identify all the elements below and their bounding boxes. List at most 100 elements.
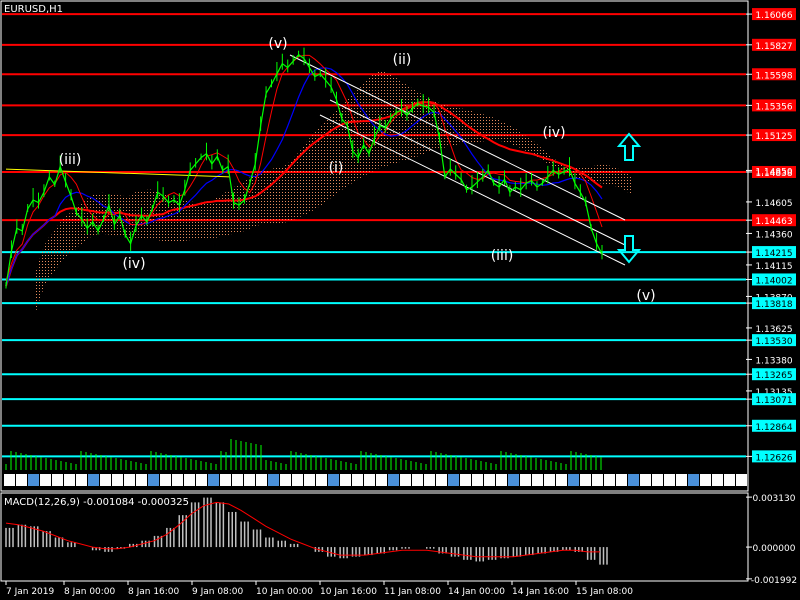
time-cell-50 (604, 474, 615, 486)
time-cell-56 (676, 474, 687, 486)
price-label-18: 1.13265 (755, 371, 792, 381)
time-cell-19 (232, 474, 243, 486)
time-cell-22 (268, 474, 279, 486)
session-time-strip (2, 473, 747, 487)
volume-bars (5, 439, 602, 470)
time-cell-28 (340, 474, 351, 486)
time-cell-49 (592, 474, 603, 486)
time-cell-8 (100, 474, 111, 486)
price-tag-3 (752, 99, 796, 112)
cloud-area (36, 71, 632, 312)
channel-lower-line (319, 114, 626, 266)
time-axis: 7 Jan 2019 8 Jan 00:00 8 Jan 16:00 9 Jan 08… (5, 581, 633, 597)
price-tag-16 (752, 334, 796, 347)
time-cell-60 (724, 474, 735, 486)
time-cell-0 (4, 474, 15, 486)
time-cell-1 (16, 474, 27, 486)
price-tag-1 (752, 38, 796, 51)
time-cell-12 (148, 474, 159, 486)
time-cell-3 (40, 474, 51, 486)
signal-arrows (616, 132, 642, 264)
time-cell-5 (64, 474, 75, 486)
price-series (5, 47, 603, 289)
time-cell-45 (544, 474, 555, 486)
price-tag-22 (752, 450, 796, 463)
wave-label-0: (v) (268, 36, 287, 52)
channel-upper-line (289, 54, 626, 221)
price-label-15: 1.13625 (755, 325, 792, 335)
price-label-6: 1.14850 (755, 167, 792, 177)
elliott-wave-labels: (v) (ii) (iii) (iv) (i) (iv) (iii) (v) (59, 36, 656, 304)
time-cell-16 (196, 474, 207, 486)
time-cell-27 (328, 474, 339, 486)
time-label-8: 14 Jan 16:00 (512, 587, 569, 597)
wave-label-6: (iii) (491, 248, 514, 264)
price-tag-0 (752, 8, 796, 21)
time-cell-2 (28, 474, 39, 486)
price-label-9: 1.14360 (755, 230, 792, 240)
macd-axis-label-2: -0.001992 (751, 576, 797, 586)
price-tag-2 (752, 68, 796, 81)
price-tag-14 (752, 297, 796, 310)
price-label-14: 1.13818 (755, 300, 792, 310)
time-label-9: 15 Jan 08:00 (576, 587, 633, 597)
price-label-12: 1.14002 (755, 276, 792, 286)
price-label-16: 1.13530 (755, 337, 792, 347)
price-label-2: 1.15598 (755, 71, 792, 81)
time-cell-42 (508, 474, 519, 486)
price-tag-10 (752, 246, 796, 259)
time-cell-26 (316, 474, 327, 486)
price-tag-21 (752, 419, 796, 432)
time-cell-33 (400, 474, 411, 486)
price-tag-5 (752, 165, 796, 178)
ma-slow-line (5, 100, 603, 287)
time-cell-6 (76, 474, 87, 486)
price-label-0: 1.16066 (755, 11, 792, 21)
price-tag-8 (752, 214, 796, 227)
price-label-3: 1.15356 (755, 102, 792, 112)
time-cell-40 (484, 474, 495, 486)
time-cell-32 (388, 474, 399, 486)
price-tag-20 (752, 393, 796, 406)
time-cell-7 (88, 474, 99, 486)
time-cell-38 (460, 474, 471, 486)
time-cell-43 (520, 474, 531, 486)
price-tag-18 (752, 368, 796, 381)
time-cell-59 (712, 474, 723, 486)
ma-fast-line (5, 67, 603, 287)
price-axis: 1.16066 1.15827 1.15598 1.15356 1.15125 1.148… (746, 8, 796, 463)
time-cell-52 (628, 474, 639, 486)
wave-label-1: (ii) (393, 52, 412, 68)
price-tag-12 (752, 273, 796, 286)
time-cell-36 (436, 474, 447, 486)
price-label-4: 1.15125 (755, 132, 792, 142)
price-panel-frame (0, 0, 749, 492)
ichimoku-cloud (36, 71, 632, 312)
time-cell-11 (136, 474, 147, 486)
price-label-11: 1.14115 (755, 262, 792, 272)
arrow-up-icon (616, 132, 642, 161)
macd-axis-label-0: 0.003130 (753, 494, 796, 504)
time-cell-53 (640, 474, 651, 486)
window-title: EURUSD,H1 (4, 4, 63, 15)
time-label-6: 11 Jan 08:00 (384, 587, 441, 597)
time-label-2: 8 Jan 16:00 (128, 587, 180, 597)
wave-label-2: (iii) (59, 152, 82, 168)
time-cell-25 (304, 474, 315, 486)
price-tag-4 (752, 129, 796, 142)
wave-label-7: (v) (636, 288, 655, 304)
time-cell-21 (256, 474, 267, 486)
wave-label-5: (iv) (122, 256, 145, 272)
time-cell-30 (364, 474, 375, 486)
time-cell-48 (580, 474, 591, 486)
price-label-20: 1.13071 (755, 396, 792, 406)
time-cell-46 (556, 474, 567, 486)
time-cell-10 (124, 474, 135, 486)
macd-title: MACD(12,26,9) -0.001084 -0.000325 (4, 497, 189, 508)
time-cell-39 (472, 474, 483, 486)
time-cell-23 (280, 474, 291, 486)
macd-panel-frame (0, 492, 749, 582)
macd-axis-label-1: 0.000000 (753, 544, 796, 554)
time-cell-35 (424, 474, 435, 486)
